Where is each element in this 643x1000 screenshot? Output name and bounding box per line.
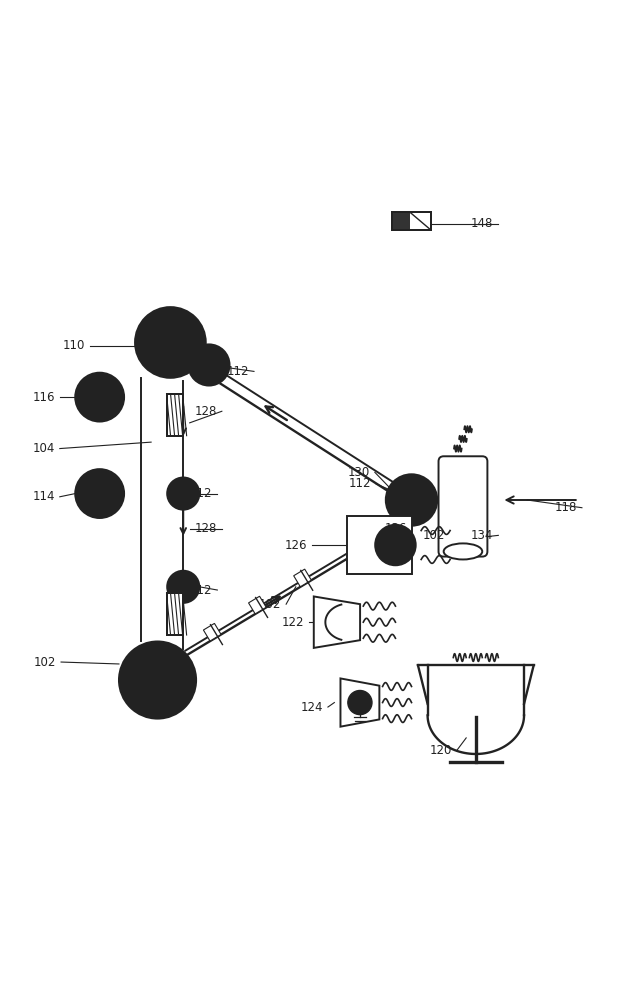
Text: 102: 102 bbox=[34, 656, 56, 669]
Bar bbox=[392, 212, 410, 230]
Bar bbox=[167, 394, 183, 436]
Circle shape bbox=[167, 477, 199, 510]
Bar bbox=[167, 593, 183, 635]
Circle shape bbox=[135, 307, 206, 378]
Text: 112: 112 bbox=[227, 365, 249, 378]
Bar bbox=[203, 623, 221, 641]
Text: 114: 114 bbox=[33, 490, 55, 503]
Text: 104: 104 bbox=[33, 442, 55, 455]
Bar bbox=[249, 596, 266, 614]
Text: 118: 118 bbox=[555, 501, 577, 514]
Text: 130: 130 bbox=[348, 466, 370, 479]
Text: 102: 102 bbox=[259, 598, 281, 611]
Ellipse shape bbox=[444, 543, 482, 559]
Bar bbox=[167, 593, 183, 635]
Circle shape bbox=[376, 525, 415, 565]
Bar bbox=[392, 212, 431, 230]
Circle shape bbox=[386, 474, 437, 526]
Circle shape bbox=[75, 373, 124, 422]
Text: 126: 126 bbox=[285, 539, 307, 552]
Text: 120: 120 bbox=[430, 744, 451, 757]
Circle shape bbox=[119, 641, 196, 719]
Bar bbox=[167, 394, 183, 436]
Text: 128: 128 bbox=[195, 405, 217, 418]
Circle shape bbox=[348, 690, 372, 715]
Circle shape bbox=[75, 469, 124, 518]
Bar bbox=[392, 212, 431, 230]
Text: 110: 110 bbox=[63, 339, 85, 352]
Text: 128: 128 bbox=[195, 522, 217, 535]
Text: 124: 124 bbox=[301, 701, 323, 714]
Text: 136: 136 bbox=[385, 522, 406, 535]
Circle shape bbox=[167, 571, 199, 603]
Text: 112: 112 bbox=[190, 487, 212, 500]
Polygon shape bbox=[314, 596, 360, 648]
Text: 122: 122 bbox=[282, 616, 303, 629]
Bar bbox=[347, 516, 412, 574]
Text: 112: 112 bbox=[349, 477, 371, 490]
Text: 112: 112 bbox=[190, 584, 212, 597]
Polygon shape bbox=[341, 678, 379, 727]
FancyBboxPatch shape bbox=[439, 456, 487, 557]
Text: 134: 134 bbox=[471, 529, 493, 542]
Text: 148: 148 bbox=[471, 217, 493, 230]
Circle shape bbox=[188, 344, 230, 386]
Text: 116: 116 bbox=[33, 391, 55, 404]
Text: 102: 102 bbox=[423, 529, 445, 542]
Bar bbox=[294, 569, 311, 587]
